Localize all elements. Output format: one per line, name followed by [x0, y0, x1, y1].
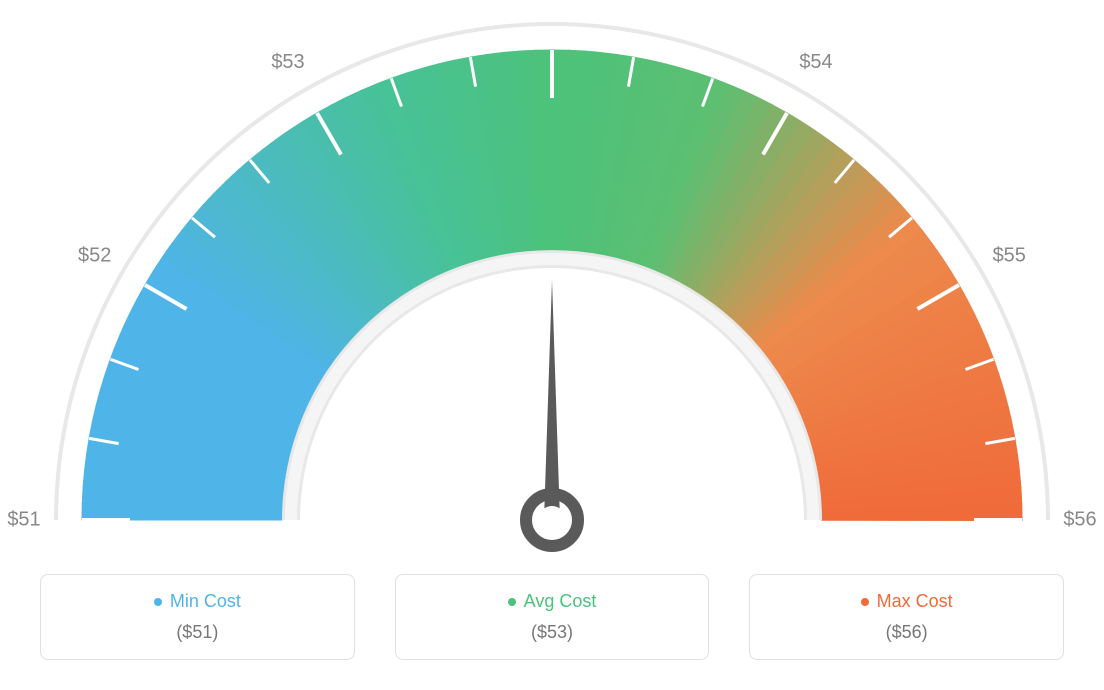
gauge-svg: $51 $52 $53 $53 $54 $55 $56 — [0, 0, 1104, 560]
gauge-area: $51 $52 $53 $53 $54 $55 $56 — [0, 0, 1104, 560]
legend-max-value: ($56) — [762, 622, 1051, 643]
legend-avg-title: Avg Cost — [508, 591, 597, 612]
dot-icon — [508, 598, 516, 606]
legend-avg-label: Avg Cost — [524, 591, 597, 612]
legend-avg-box: Avg Cost ($53) — [395, 574, 710, 660]
tick-label: $51 — [7, 508, 40, 530]
tick-label: $52 — [78, 244, 111, 266]
needle — [544, 280, 560, 520]
tick-label: $55 — [993, 244, 1026, 266]
legend-max-box: Max Cost ($56) — [749, 574, 1064, 660]
legend-max-title: Max Cost — [861, 591, 953, 612]
legend-row: Min Cost ($51) Avg Cost ($53) Max Cost (… — [0, 574, 1104, 660]
needle-hub-hole — [538, 506, 566, 534]
legend-max-label: Max Cost — [877, 591, 953, 612]
dot-icon — [154, 598, 162, 606]
legend-avg-value: ($53) — [408, 622, 697, 643]
legend-min-box: Min Cost ($51) — [40, 574, 355, 660]
gauge-chart-container: $51 $52 $53 $53 $54 $55 $56 Min Cost ($51) Avg… — [0, 0, 1104, 690]
tick-label: $53 — [535, 0, 568, 2]
tick-label: $53 — [271, 51, 304, 73]
legend-min-title: Min Cost — [154, 591, 241, 612]
tick-label: $54 — [799, 51, 832, 73]
legend-min-label: Min Cost — [170, 591, 241, 612]
dot-icon — [861, 598, 869, 606]
legend-min-value: ($51) — [53, 622, 342, 643]
tick-label: $56 — [1063, 508, 1096, 530]
